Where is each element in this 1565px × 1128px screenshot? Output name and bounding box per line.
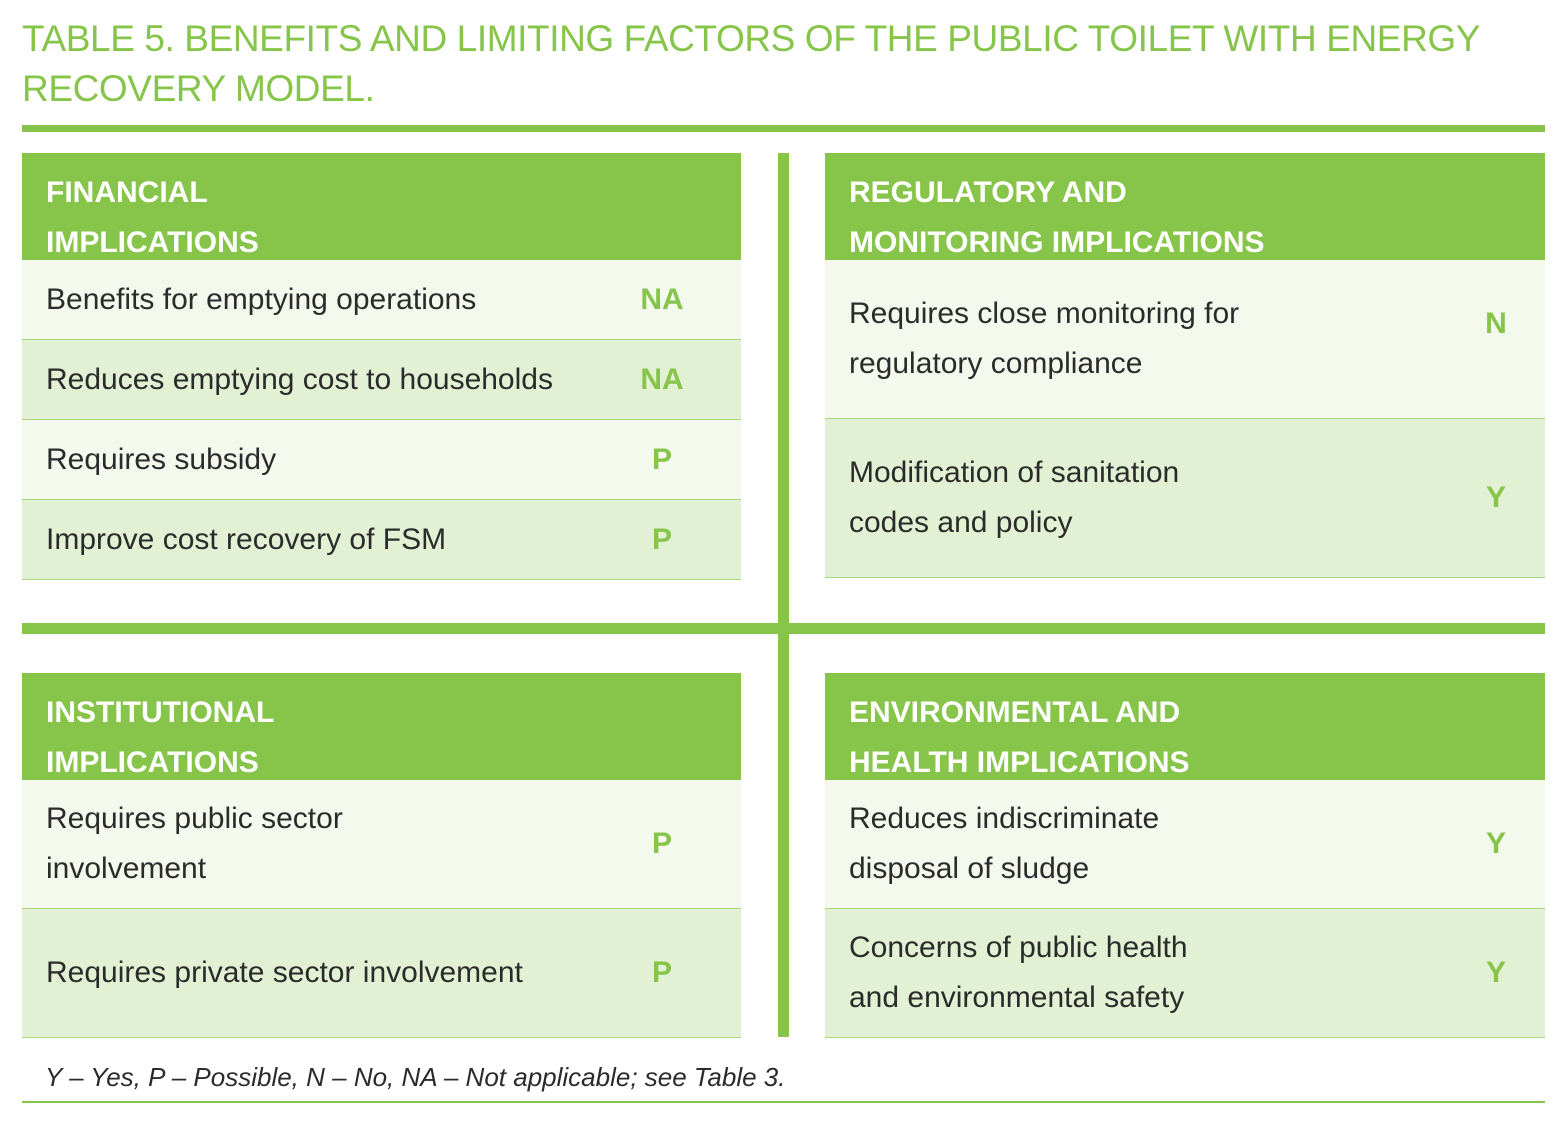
table-row: Benefits for emptying operations NA bbox=[22, 260, 741, 340]
heading-line: IMPLICATIONS bbox=[46, 226, 259, 259]
legend-footnote: Y – Yes, P – Possible, N – No, NA – Not … bbox=[45, 1062, 786, 1092]
heading-line: REGULATORY AND bbox=[849, 176, 1127, 209]
heading-line: FINANCIAL bbox=[46, 176, 208, 209]
panel-heading: REGULATORY AND MONITORING IMPLICATIONS bbox=[825, 153, 1545, 260]
row-label: Requires close monitoring for regulatory… bbox=[849, 297, 1240, 380]
bottom-rule bbox=[22, 1101, 1545, 1103]
row-label: Reduces emptying cost to households bbox=[46, 362, 553, 396]
heading-line: IMPLICATIONS bbox=[46, 746, 259, 779]
row-value: P bbox=[651, 442, 672, 476]
row-label: Requires private sector involvement bbox=[46, 956, 523, 989]
panel-heading: ENVIRONMENTAL AND HEALTH IMPLICATIONS bbox=[825, 673, 1545, 780]
heading-line: INSTITUTIONAL bbox=[46, 696, 275, 729]
table-row: Reduces emptying cost to households NA bbox=[22, 340, 741, 420]
table-title: TABLE 5. BENEFITS AND LIMITING FACTORS O… bbox=[22, 18, 1480, 109]
environmental-health-panel: ENVIRONMENTAL AND HEALTH IMPLICATIONS Re… bbox=[825, 673, 1545, 1038]
row-value: NA bbox=[640, 282, 684, 316]
heading-line: HEALTH IMPLICATIONS bbox=[849, 746, 1190, 779]
table-row: Requires close monitoring for regulatory… bbox=[825, 260, 1545, 419]
table-row: Requires private sector involvement P bbox=[22, 909, 741, 1038]
middle-rule bbox=[22, 623, 1545, 634]
row-label: Improve cost recovery of FSM bbox=[46, 522, 447, 556]
institutional-implications-panel: INSTITUTIONAL IMPLICATIONS Requires publ… bbox=[22, 673, 741, 1038]
vertical-divider bbox=[778, 153, 789, 1037]
panel-heading: FINANCIAL IMPLICATIONS bbox=[22, 153, 741, 260]
row-value: Y bbox=[1485, 481, 1506, 514]
table-row: Improve cost recovery of FSM P bbox=[22, 500, 741, 580]
table-row: Requires subsidy P bbox=[22, 420, 741, 500]
regulatory-monitoring-panel: REGULATORY AND MONITORING IMPLICATIONS R… bbox=[825, 153, 1545, 578]
row-value: N bbox=[1485, 307, 1507, 340]
row-label: Concerns of public health and environmen… bbox=[849, 931, 1188, 1014]
row-label: Reduces indiscriminate disposal of sludg… bbox=[849, 802, 1160, 885]
table-row: Modification of sanitation codes and pol… bbox=[825, 419, 1545, 578]
row-value: Y bbox=[1485, 827, 1506, 860]
table-row: Requires public sector involvement P bbox=[22, 780, 741, 909]
top-rule bbox=[22, 125, 1545, 132]
row-label: Modification of sanitation codes and pol… bbox=[849, 456, 1180, 539]
heading-line: MONITORING IMPLICATIONS bbox=[849, 226, 1265, 259]
table-row: Reduces indiscriminate disposal of sludg… bbox=[825, 780, 1545, 909]
row-value: NA bbox=[640, 362, 684, 396]
row-value: Y bbox=[1485, 956, 1506, 989]
row-value: P bbox=[651, 522, 672, 556]
row-value: P bbox=[651, 827, 672, 860]
row-value: P bbox=[651, 956, 672, 989]
table-row: Concerns of public health and environmen… bbox=[825, 909, 1545, 1038]
row-label: Benefits for emptying operations bbox=[46, 282, 477, 316]
financial-implications-panel: FINANCIAL IMPLICATIONS Benefits for empt… bbox=[22, 153, 741, 580]
heading-line: ENVIRONMENTAL AND bbox=[849, 696, 1181, 729]
row-label: Requires subsidy bbox=[46, 442, 277, 476]
row-label: Requires public sector involvement bbox=[46, 802, 343, 885]
panel-heading: INSTITUTIONAL IMPLICATIONS bbox=[22, 673, 741, 780]
